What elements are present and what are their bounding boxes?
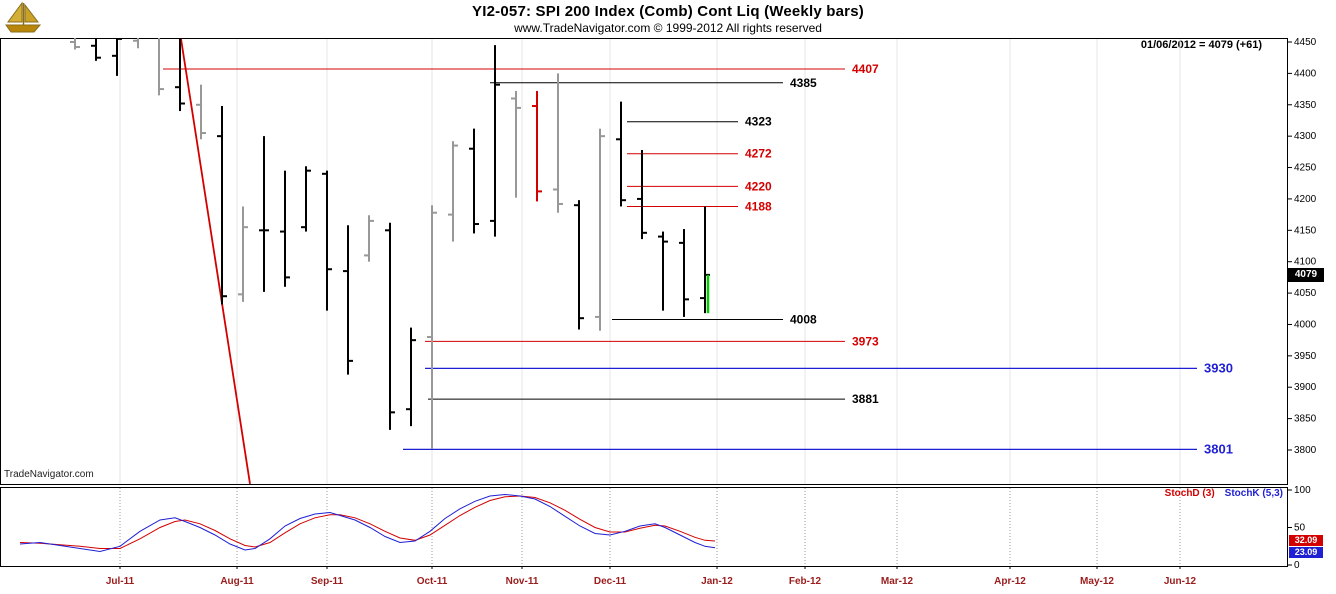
level-label: 3930 bbox=[1204, 360, 1233, 375]
price-bar bbox=[553, 73, 563, 213]
month-label: Feb-12 bbox=[789, 576, 822, 587]
last-quote-annotation: 01/06/2012 = 4079 (+61) bbox=[1140, 39, 1262, 51]
stoch-legend: StochD (3) StochK (5,3) bbox=[1165, 488, 1283, 499]
price-tick-label: 4250 bbox=[1294, 163, 1317, 174]
stoch-panel-border bbox=[0, 487, 1288, 567]
trendline bbox=[180, 38, 251, 485]
price-bar bbox=[469, 128, 479, 234]
price-bar bbox=[280, 170, 290, 287]
month-label: Mar-12 bbox=[881, 576, 914, 587]
level-label: 4220 bbox=[745, 179, 772, 193]
price-panel-border bbox=[0, 38, 1288, 485]
price-bar bbox=[91, 38, 101, 61]
month-label: Dec-11 bbox=[594, 576, 627, 587]
stochd-legend-label[interactable]: StochD (3) bbox=[1164, 488, 1215, 499]
price-bar bbox=[217, 106, 227, 305]
price-tick-label: 3800 bbox=[1294, 445, 1317, 456]
watermark: TradeNavigator.com bbox=[4, 469, 94, 480]
level-label: 4385 bbox=[790, 76, 817, 90]
price-bar bbox=[364, 215, 374, 262]
price-tick-label: 4000 bbox=[1294, 319, 1317, 330]
stoch-tick-label: 50 bbox=[1294, 523, 1306, 534]
price-bar bbox=[658, 231, 668, 311]
chart-title: YI2-057: SPI 200 Index (Comb) Cont Liq (… bbox=[472, 3, 864, 20]
stoch-tick-label: 100 bbox=[1294, 485, 1311, 496]
stoch-d-line bbox=[19, 495, 716, 549]
price-bar bbox=[700, 206, 710, 314]
price-bar bbox=[196, 84, 206, 140]
stoch-k-line bbox=[19, 493, 716, 553]
month-label: Jan-12 bbox=[701, 576, 733, 587]
price-bar bbox=[637, 149, 647, 240]
price-tick-label: 4400 bbox=[1294, 68, 1317, 79]
month-label: Apr-12 bbox=[994, 576, 1026, 587]
month-label: Sep-11 bbox=[311, 576, 344, 587]
price-bar bbox=[511, 90, 521, 198]
level-label: 4407 bbox=[852, 62, 879, 76]
stoch-tick-label: 0 bbox=[1294, 560, 1300, 571]
price-bar bbox=[112, 38, 122, 76]
price-bar bbox=[158, 38, 164, 96]
price-tick-label: 4350 bbox=[1294, 100, 1317, 111]
level-label: 4323 bbox=[745, 115, 772, 129]
level-label: 4272 bbox=[745, 147, 772, 161]
level-label: 4008 bbox=[790, 312, 817, 326]
price-bar bbox=[385, 222, 395, 430]
month-label: May-12 bbox=[1080, 576, 1114, 587]
price-tick-label: 4050 bbox=[1294, 288, 1317, 299]
price-tick-label: 4300 bbox=[1294, 131, 1317, 142]
level-label: 3973 bbox=[852, 334, 879, 348]
price-bar bbox=[616, 101, 626, 207]
month-label: Oct-11 bbox=[417, 576, 448, 587]
stochk-legend-label[interactable]: StochK (5,3) bbox=[1224, 488, 1283, 499]
price-bar bbox=[574, 200, 584, 330]
month-label: Jul-11 bbox=[106, 576, 135, 587]
price-tick-label: 4100 bbox=[1294, 257, 1317, 268]
price-bar bbox=[343, 225, 353, 375]
tradenavigator-logo-icon[interactable] bbox=[3, 1, 43, 35]
price-bar bbox=[238, 206, 248, 302]
price-bar bbox=[175, 38, 185, 112]
price-tick-label: 3900 bbox=[1294, 382, 1317, 393]
price-bar bbox=[259, 136, 269, 292]
price-bar bbox=[595, 128, 605, 331]
price-tick-label: 4200 bbox=[1294, 194, 1317, 205]
price-bar bbox=[133, 38, 139, 49]
price-tick-label: 4150 bbox=[1294, 225, 1317, 236]
price-bar bbox=[532, 90, 542, 202]
gold-ship-icon bbox=[5, 1, 42, 33]
month-label: Aug-11 bbox=[220, 576, 254, 587]
price-bar bbox=[70, 38, 80, 50]
price-bar bbox=[301, 166, 311, 232]
month-label: Jun-12 bbox=[1164, 576, 1197, 587]
price-tick-label: 3950 bbox=[1294, 351, 1317, 362]
level-label: 3881 bbox=[852, 392, 879, 406]
price-bar bbox=[427, 205, 437, 449]
price-bar bbox=[490, 45, 500, 237]
last-price-badge: 4079 bbox=[1288, 268, 1324, 282]
price-tick-label: 3850 bbox=[1294, 414, 1317, 425]
stochd-value-badge: 32.09 bbox=[1289, 535, 1323, 546]
stochk-value-badge: 23.09 bbox=[1289, 547, 1323, 558]
price-tick-label: 4450 bbox=[1294, 37, 1317, 48]
chart-subtitle: www.TradeNavigator.com © 1999-2012 All r… bbox=[514, 21, 822, 35]
level-label: 3801 bbox=[1204, 441, 1233, 456]
price-bar bbox=[448, 141, 458, 242]
level-label: 4188 bbox=[745, 199, 772, 213]
price-bar bbox=[406, 327, 416, 427]
price-bar bbox=[322, 170, 332, 311]
price-bar bbox=[679, 229, 689, 317]
month-label: Nov-11 bbox=[506, 576, 539, 587]
